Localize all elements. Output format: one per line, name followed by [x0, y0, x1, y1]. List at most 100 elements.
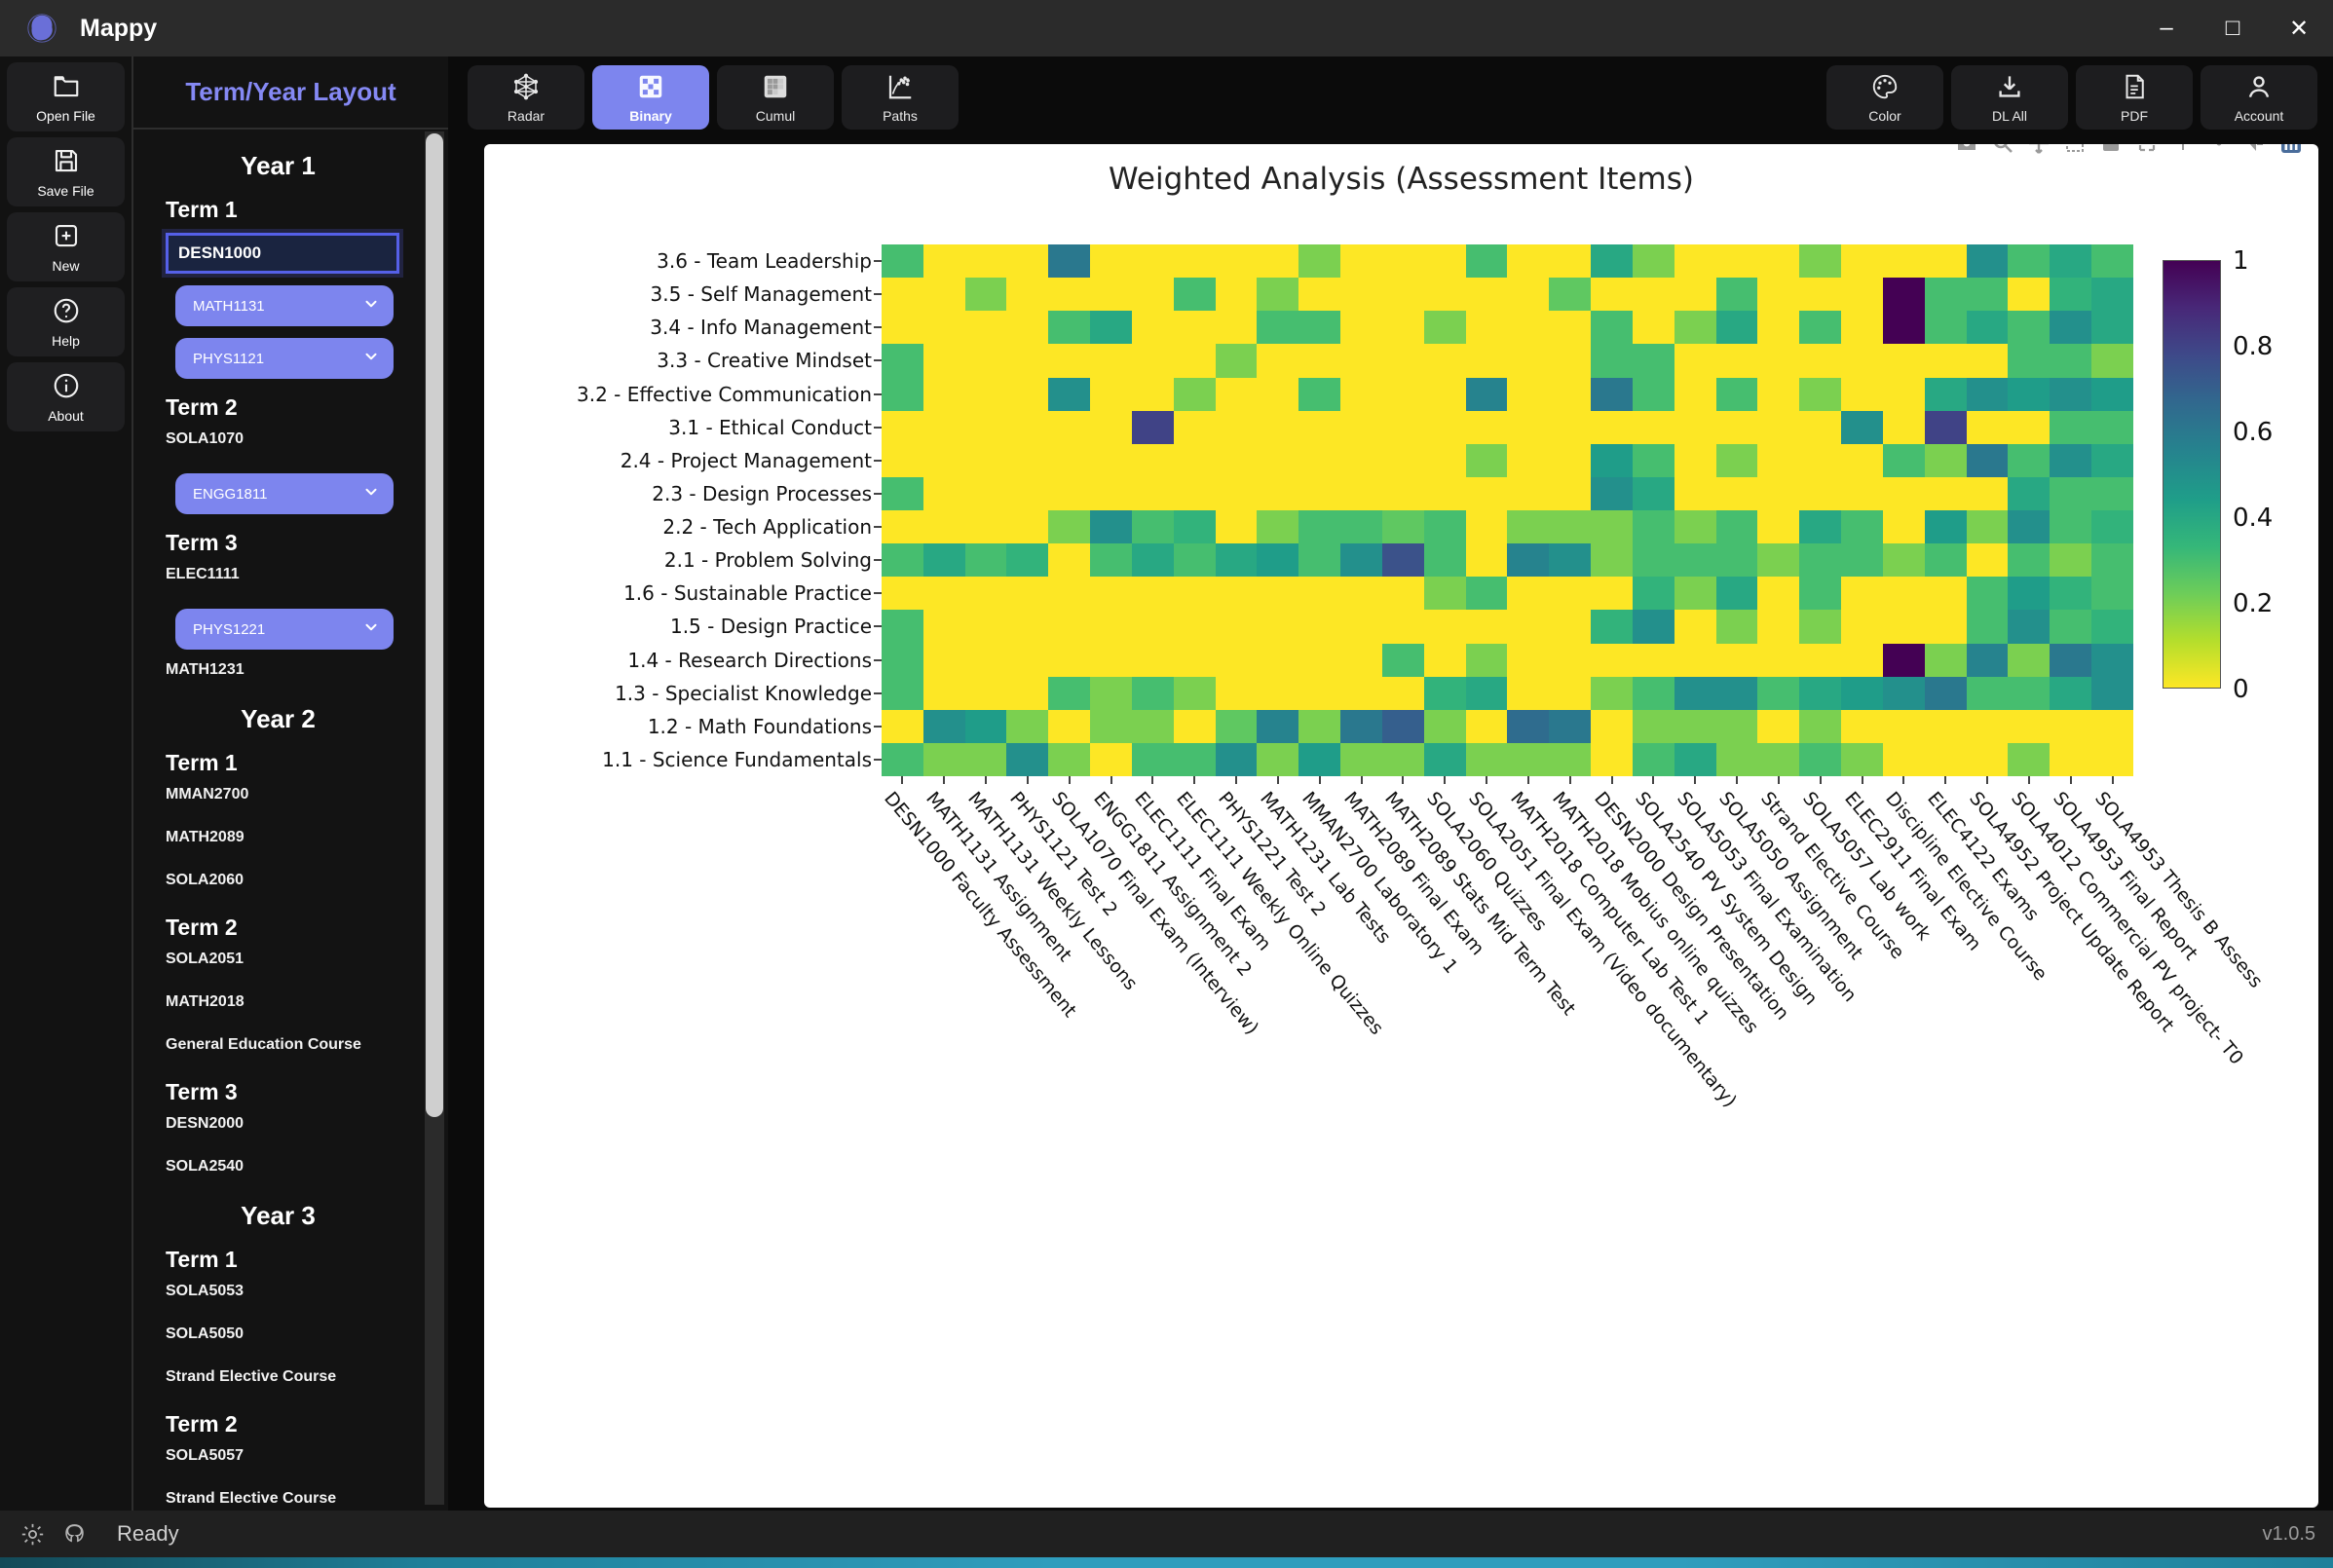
- heatmap-cell: [1090, 577, 1132, 611]
- settings-gear-icon[interactable]: [19, 1521, 46, 1548]
- course-item[interactable]: Strand Elective Course: [166, 1490, 337, 1507]
- zoom-out-icon[interactable]: [2171, 144, 2195, 157]
- heatmap-cell: [1924, 610, 1967, 644]
- heatmap-cell: [2008, 643, 2051, 677]
- rail-button-save-file[interactable]: Save File: [7, 137, 125, 206]
- zoom-in-icon[interactable]: [2135, 144, 2159, 157]
- autoscale-icon[interactable]: [2207, 144, 2231, 157]
- y-axis-label: 2.2 - Tech Application: [662, 515, 872, 540]
- heatmap-cell: [1882, 311, 1925, 345]
- x-axis-tick: [1235, 776, 1238, 784]
- course-item[interactable]: SOLA5057: [166, 1447, 245, 1464]
- course-dropdown-phys1121[interactable]: PHYS1121: [175, 338, 394, 379]
- camera-icon[interactable]: [1955, 144, 1978, 157]
- heatmap-cell: [1131, 742, 1174, 776]
- rail-button-help[interactable]: Help: [7, 287, 125, 356]
- course-dropdown-engg1811[interactable]: ENGG1811: [175, 473, 394, 514]
- heatmap-cell: [1674, 311, 1716, 345]
- heatmap-cell: [1131, 577, 1174, 611]
- y-axis-label: 1.2 - Math Foundations: [647, 714, 872, 738]
- chevron-down-icon: [362, 348, 380, 370]
- heatmap-cell: [1173, 610, 1216, 644]
- colorbar-tick-label: 0.6: [2233, 418, 2274, 447]
- course-dropdown-phys1221[interactable]: PHYS1221: [175, 609, 394, 650]
- course-item[interactable]: SOLA2060: [166, 872, 245, 888]
- heatmap-cell: [922, 311, 965, 345]
- heatmap-cell: [2008, 244, 2051, 279]
- heatmap-cell: [1381, 278, 1424, 312]
- reset-axes-icon[interactable]: [2243, 144, 2267, 157]
- tool-button-dl-all[interactable]: DL All: [1951, 65, 2068, 130]
- heatmap-cell: [1549, 344, 1592, 378]
- course-item[interactable]: DESN2000: [166, 1115, 245, 1132]
- heatmap-cell: [1006, 676, 1049, 710]
- heatmap-cell: [1131, 410, 1174, 444]
- heatmap-cell: [1507, 476, 1550, 510]
- heatmap-cell: [1882, 410, 1925, 444]
- tool-button-binary[interactable]: Binary: [592, 65, 709, 130]
- help-icon: [52, 296, 81, 330]
- heatmap-cell: [1966, 510, 2009, 544]
- heatmap-cell: [1215, 643, 1258, 677]
- course-item[interactable]: Strand Elective Course: [166, 1368, 337, 1385]
- sidebar-scrollbar-track[interactable]: [425, 131, 444, 1505]
- pan-icon[interactable]: [2027, 144, 2051, 157]
- heatmap-cell: [2091, 577, 2133, 611]
- plotly-logo-icon[interactable]: [2279, 144, 2303, 157]
- course-dropdown-math1131[interactable]: MATH1131: [175, 285, 394, 326]
- heatmap-cell: [1423, 410, 1466, 444]
- zoom-icon[interactable]: [1991, 144, 2014, 157]
- heatmap-cell: [1090, 476, 1132, 510]
- course-input-desn1000[interactable]: DESN1000: [166, 233, 399, 274]
- tool-button-cumul[interactable]: Cumul: [717, 65, 834, 130]
- close-button[interactable]: ✕: [2288, 15, 2310, 42]
- chevron-down-icon: [362, 295, 380, 317]
- rail-button-about[interactable]: About: [7, 362, 125, 431]
- x-axis-tick: [1193, 776, 1196, 784]
- course-item[interactable]: SOLA2540: [166, 1158, 245, 1175]
- rail-button-new[interactable]: New: [7, 212, 125, 281]
- heatmap-plot[interactable]: [882, 244, 2133, 776]
- y-axis-tick: [874, 426, 882, 429]
- box-select-icon[interactable]: [2063, 144, 2087, 157]
- heatmap-cell: [1882, 344, 1925, 378]
- minimize-button[interactable]: –: [2160, 15, 2173, 41]
- course-item[interactable]: SOLA5053: [166, 1283, 245, 1299]
- course-item[interactable]: SOLA2051: [166, 951, 245, 967]
- course-item[interactable]: MATH2018: [166, 993, 245, 1010]
- heatmap-cell: [2050, 244, 2092, 279]
- tool-button-color[interactable]: Color: [1826, 65, 1943, 130]
- heatmap-cell: [1757, 244, 1800, 279]
- github-icon[interactable]: [61, 1521, 88, 1548]
- heatmap-cell: [1257, 510, 1299, 544]
- heatmap-cell: [2008, 577, 2051, 611]
- heatmap-cell: [1882, 742, 1925, 776]
- course-item[interactable]: SOLA5050: [166, 1325, 245, 1342]
- rail-button-open-file[interactable]: Open File: [7, 62, 125, 131]
- course-item[interactable]: MATH1231: [166, 661, 245, 678]
- tool-button-pdf[interactable]: PDF: [2076, 65, 2193, 130]
- heatmap-cell: [1173, 344, 1216, 378]
- course-item[interactable]: MATH2089: [166, 829, 245, 845]
- heatmap-cell: [1966, 410, 2009, 444]
- maximize-button[interactable]: □: [2225, 15, 2240, 41]
- heatmap-cell: [1966, 311, 2009, 345]
- heatmap-cell: [2050, 676, 2092, 710]
- course-item[interactable]: MMAN2700: [166, 786, 249, 803]
- sidebar-scrollbar-thumb[interactable]: [426, 133, 443, 1117]
- heatmap-cell: [1549, 577, 1592, 611]
- heatmap-cell: [1173, 377, 1216, 411]
- course-item[interactable]: General Education Course: [166, 1036, 361, 1053]
- lasso-icon[interactable]: [2099, 144, 2123, 157]
- heatmap-cell: [1882, 510, 1925, 544]
- tool-button-radar[interactable]: Radar: [468, 65, 584, 130]
- color-palette-icon: [1870, 72, 1900, 106]
- tool-button-account[interactable]: Account: [2201, 65, 2317, 130]
- tool-button-paths[interactable]: Paths: [842, 65, 959, 130]
- course-item[interactable]: SOLA1070: [166, 430, 245, 447]
- heatmap-cell: [1131, 377, 1174, 411]
- heatmap-cell: [1090, 643, 1132, 677]
- heatmap-cell: [1340, 676, 1382, 710]
- course-item[interactable]: ELEC1111: [166, 566, 240, 582]
- x-axis-tick: [1694, 776, 1697, 784]
